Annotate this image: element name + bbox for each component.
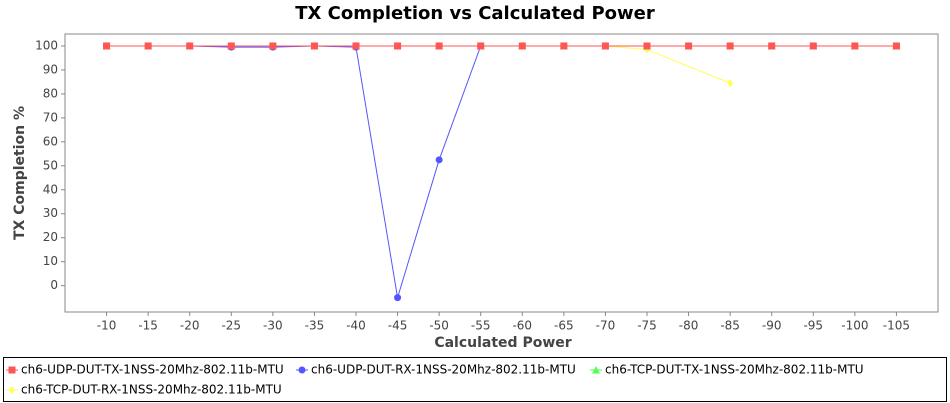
data-point — [643, 42, 651, 50]
x-tick-label: -90 — [762, 319, 782, 333]
data-point — [435, 42, 443, 50]
data-point — [768, 42, 776, 50]
y-tick-label: 40 — [43, 182, 58, 196]
y-tick-label: 0 — [50, 278, 58, 292]
data-point — [851, 42, 859, 50]
data-point — [892, 42, 900, 50]
data-point — [352, 42, 360, 50]
x-tick-label: -95 — [803, 319, 823, 333]
data-point — [269, 42, 277, 50]
data-point — [435, 156, 443, 164]
data-point — [310, 42, 318, 50]
data-point — [477, 42, 485, 50]
x-tick-label: -25 — [221, 319, 241, 333]
y-tick-label: 10 — [43, 254, 58, 268]
y-tick-label: 100 — [35, 38, 58, 52]
legend-text: ch6-UDP-DUT-RX-1NSS-20Mhz-802.11b-MTU — [311, 363, 576, 377]
legend-marker — [8, 366, 16, 374]
data-point — [809, 42, 817, 50]
x-tick-label: -60 — [512, 319, 532, 333]
x-tick-label: -30 — [263, 319, 283, 333]
x-tick-label: -20 — [180, 319, 200, 333]
legend — [3, 357, 947, 402]
x-tick-label: -70 — [596, 319, 616, 333]
y-tick-label: 70 — [43, 110, 58, 124]
y-tick-label: 50 — [43, 158, 58, 172]
x-tick-label: -105 — [883, 319, 910, 333]
x-tick-label: -100 — [841, 319, 868, 333]
x-tick-label: -15 — [138, 319, 158, 333]
data-point — [601, 42, 609, 50]
data-point — [186, 42, 194, 50]
x-tick-label: -55 — [471, 319, 491, 333]
data-point — [103, 42, 111, 50]
data-point — [685, 42, 693, 50]
x-tick-label: -75 — [637, 319, 657, 333]
x-tick-label: -50 — [429, 319, 449, 333]
y-tick-label: 20 — [43, 230, 58, 244]
x-tick-label: -40 — [346, 319, 366, 333]
y-tick-label: 30 — [43, 206, 58, 220]
chart-title: TX Completion vs Calculated Power — [295, 3, 655, 24]
x-axis-label: Calculated Power — [434, 335, 571, 351]
data-point — [144, 42, 152, 50]
data-point — [227, 42, 235, 50]
x-tick-label: -45 — [388, 319, 408, 333]
x-tick-label: -10 — [97, 319, 117, 333]
x-tick-label: -35 — [305, 319, 325, 333]
legend-text: ch6-UDP-DUT-TX-1NSS-20Mhz-802.11b-MTU — [21, 363, 284, 377]
x-tick-label: -65 — [554, 319, 574, 333]
legend-marker — [592, 366, 600, 374]
y-tick-label: 60 — [43, 134, 58, 148]
data-point — [727, 79, 734, 88]
data-point — [518, 42, 526, 50]
data-point — [394, 294, 402, 302]
data-point — [560, 42, 568, 50]
plot-area — [64, 33, 939, 313]
y-axis-label: TX Completion % — [12, 106, 28, 240]
data-point — [394, 42, 402, 50]
legend-marker — [9, 386, 15, 394]
y-tick-label: 90 — [43, 62, 58, 76]
x-tick-label: -85 — [720, 319, 740, 333]
y-tick-label: 80 — [43, 86, 58, 100]
x-tick-label: -80 — [679, 319, 699, 333]
legend-marker — [298, 366, 306, 374]
data-point — [726, 42, 734, 50]
legend-text: ch6-TCP-DUT-RX-1NSS-20Mhz-802.11b-MTU — [21, 383, 282, 397]
legend-text: ch6-TCP-DUT-TX-1NSS-20Mhz-802.11b-MTU — [605, 363, 864, 377]
